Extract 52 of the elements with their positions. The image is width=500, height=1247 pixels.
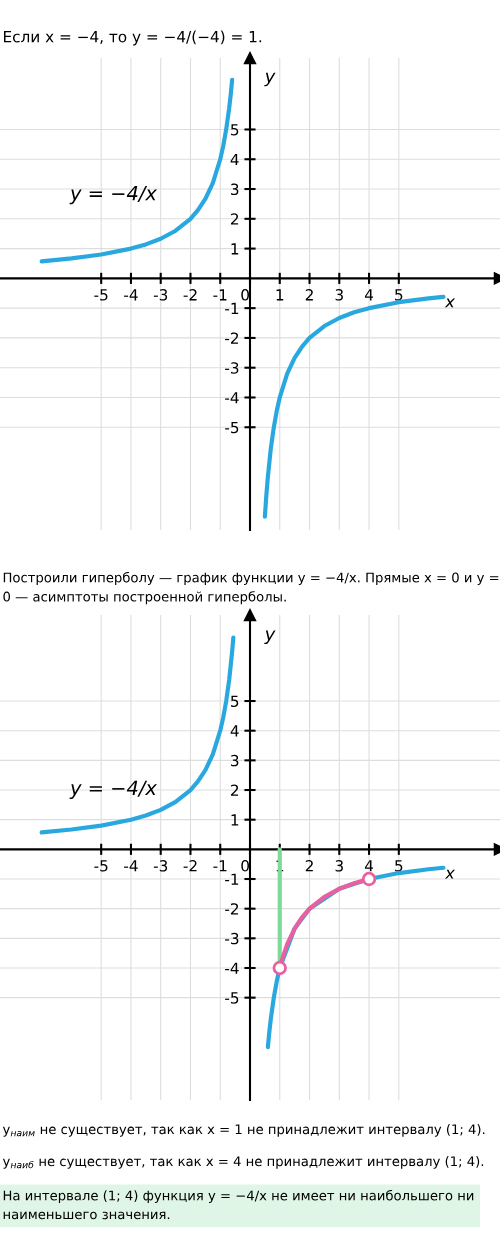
x-tick-label: -4: [124, 860, 138, 872]
y-tick-label: -2: [225, 332, 239, 344]
y-tick-label: 4: [230, 725, 239, 737]
y-tick-label: -2: [225, 903, 239, 915]
x-tick-label: -1: [213, 289, 227, 301]
x-tick-label: 4: [364, 860, 374, 872]
x-tick-label: -2: [183, 289, 197, 301]
y-tick-label: -5: [225, 992, 239, 1004]
y-tick-label: -3: [225, 932, 239, 945]
x-tick-label: -4: [124, 289, 138, 301]
x-tick-label: 5: [395, 860, 403, 872]
y-tick-label: 5: [231, 124, 239, 136]
annotation: y = −4/x: [69, 780, 158, 800]
x-tick-label: 3: [335, 289, 343, 301]
text: Построили гиперболу — график функции y = −4/x. Прямые x = 0 и y = 0 — асимптоты построенной гиперболы.: [3, 572, 499, 605]
x-tick-label: 3: [335, 860, 343, 872]
y-tick-label: 3: [231, 754, 239, 767]
y-tick-label: -4: [225, 392, 239, 404]
x-axis-title: x: [444, 298, 456, 308]
x-tick-label: 5: [395, 289, 403, 301]
x-axis-title: x: [444, 869, 456, 879]
y-tick-label: -4: [225, 962, 239, 974]
x-tick-label: -1: [213, 860, 227, 872]
y-tick-label: 3: [231, 183, 239, 196]
y-tick-label: 2: [230, 784, 239, 796]
y-tick-label: 1: [231, 814, 239, 826]
y-tick-label: 5: [231, 695, 239, 708]
y-tick-label: 4: [230, 153, 239, 166]
y-tick-label: 1: [231, 243, 239, 255]
y-axis-title: y: [264, 72, 276, 87]
text: y$_{наим}$ не существует, так как x = 1 не принадлежит интервалу (1; 4).: [2, 1124, 485, 1137]
x-tick-label: -5: [94, 289, 108, 301]
x-tick-label: 2: [305, 289, 313, 301]
x-tick-label: 4: [364, 289, 374, 301]
x-tick-label: -3: [153, 289, 168, 301]
y-tick-label: -5: [225, 421, 239, 434]
y-tick-label: -3: [225, 362, 239, 374]
x-tick-label: 1: [276, 289, 284, 301]
x-tick-label: -2: [183, 860, 197, 872]
annotation: y = −4/x: [69, 186, 158, 205]
text: y$_{наиб}$ не существует, так как x = 4 не принадлежит интервалу (1; 4).: [2, 1156, 484, 1169]
x-tick-label: 0: [241, 289, 249, 301]
x-tick-label: 2: [305, 860, 313, 872]
chart-title: Если x = −4, то y = −4/(−4) = 1.: [4, 30, 262, 46]
x-tick-label: -5: [94, 860, 108, 872]
y-tick-label: -1: [225, 873, 239, 885]
y-tick-label: 2: [230, 213, 239, 225]
y-axis-title: y: [264, 630, 276, 645]
y-tick-label: -1: [225, 302, 239, 314]
x-tick-label: 0: [241, 860, 249, 872]
x-tick-label: -3: [153, 860, 168, 872]
text: На интервале (1; 4) функция y = −4/x не имеет ни наибольшего ни наименьшего значения.: [3, 1190, 474, 1220]
